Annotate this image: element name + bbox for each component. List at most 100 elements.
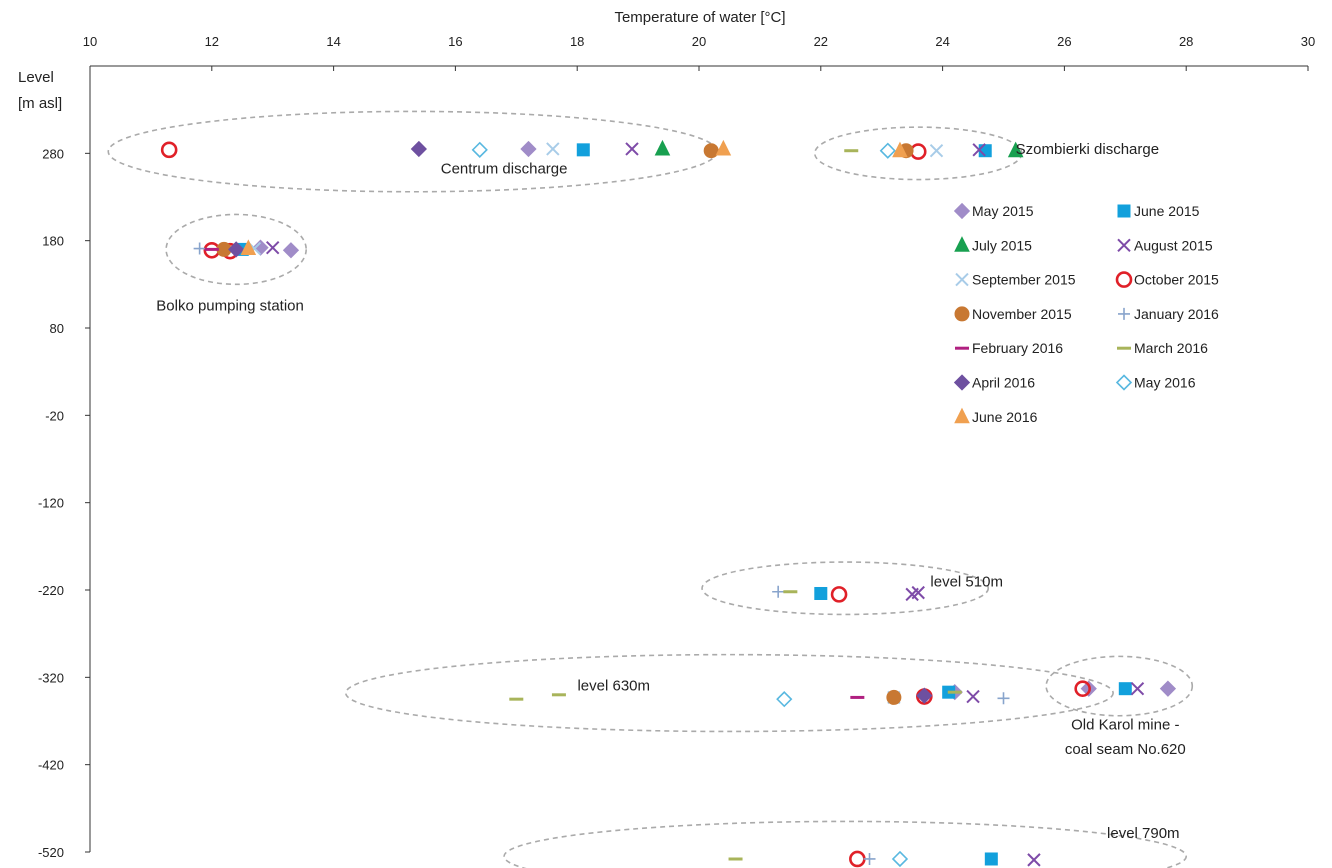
y-tick-label: 80 — [50, 321, 64, 336]
legend-label: August 2015 — [1134, 237, 1213, 253]
series-march-2016 — [509, 149, 962, 861]
data-point — [830, 586, 848, 603]
data-point — [282, 242, 300, 259]
legend-label: March 2016 — [1134, 340, 1208, 356]
data-point — [625, 142, 639, 156]
x-tick-label: 10 — [83, 34, 97, 49]
annotation-bolko-pumping-station: Bolko pumping station — [156, 298, 304, 315]
legend-label: May 2016 — [1134, 375, 1196, 391]
series-august-2015 — [265, 142, 1145, 867]
data-point — [240, 239, 257, 256]
y-tick-label: -520 — [38, 845, 64, 860]
annotation-level-790m: level 790m — [1107, 825, 1180, 842]
cluster-ellipse-2 — [165, 213, 307, 286]
series-september-2015 — [247, 142, 944, 705]
data-point — [1007, 141, 1024, 158]
annotations: Centrum discharge Szombierki discharge Bol… — [156, 141, 1185, 842]
data-point — [863, 852, 876, 865]
x-tick-label: 18 — [570, 34, 584, 49]
series-june-2015 — [235, 143, 1132, 866]
cluster-ellipse-0 — [107, 110, 719, 193]
x-tick-label: 30 — [1301, 34, 1315, 49]
y-tick-label: 180 — [42, 234, 64, 249]
legend-marker — [954, 407, 970, 424]
data-point — [193, 242, 206, 255]
series-may-2016 — [471, 141, 909, 868]
annotation-level-630m: level 630m — [577, 677, 650, 694]
legend-marker — [1117, 238, 1131, 253]
series-july-2015 — [654, 139, 1024, 158]
cluster-ellipse-6 — [503, 820, 1187, 868]
data-point — [997, 692, 1010, 705]
legend-label: July 2015 — [972, 237, 1032, 253]
legend-marker — [954, 306, 970, 322]
data-point — [1074, 680, 1091, 697]
data-point — [886, 689, 902, 705]
data-point — [984, 852, 998, 866]
data-point — [471, 141, 488, 158]
data-point — [1027, 853, 1041, 867]
legend-label: September 2015 — [972, 272, 1076, 288]
x-tick-label: 12 — [205, 34, 219, 49]
series-january-2016 — [193, 242, 1010, 865]
legend-item-april-2016: April 2016 — [953, 374, 1035, 391]
data-point — [814, 586, 828, 600]
legend: May 2015 June 2015 July 2015 August 2015 Sep… — [953, 202, 1219, 425]
data-point — [1159, 680, 1177, 697]
data-point — [849, 850, 866, 868]
data-point — [892, 141, 908, 158]
data-point — [776, 691, 793, 708]
legend-item-may-2015: May 2015 — [953, 202, 1034, 220]
series-april-2016 — [228, 140, 933, 704]
data-point — [879, 142, 896, 159]
data-point — [654, 139, 671, 156]
data-point — [916, 687, 933, 704]
legend-label: June 2016 — [972, 409, 1038, 425]
data-point — [520, 140, 537, 158]
legend-item-august-2015: August 2015 — [1117, 237, 1213, 253]
x-axis-title: Temperature of water [°C] — [614, 9, 785, 26]
cluster-ellipses — [107, 110, 1194, 868]
legend-item-october-2015: October 2015 — [1115, 271, 1219, 288]
x-tick-label: 20 — [692, 34, 706, 49]
y-tick-label: -220 — [38, 583, 64, 598]
legend-label: February 2016 — [972, 340, 1063, 356]
legend-marker — [953, 374, 971, 391]
y-tick-label: -320 — [38, 670, 64, 685]
axes — [89, 65, 1308, 852]
data-point — [1130, 681, 1145, 696]
data-point — [905, 587, 919, 602]
x-tick-label: 26 — [1057, 34, 1071, 49]
annotation-old-karol-mine: Old Karol mine - — [1071, 717, 1179, 734]
annotation-coal-seam-no-620: coal seam No.620 — [1065, 741, 1186, 758]
data-point — [703, 143, 719, 159]
y-axis-title-line-2: [m asl] — [18, 95, 62, 112]
data-point — [929, 144, 944, 158]
data-point — [160, 141, 178, 159]
legend-item-september-2015: September 2015 — [955, 272, 1076, 288]
data-point — [966, 689, 980, 704]
cluster-ellipse-1 — [813, 126, 1023, 181]
legend-marker — [1115, 374, 1133, 391]
data-point — [265, 240, 280, 255]
data-point — [228, 241, 245, 258]
legend-marker — [1117, 204, 1131, 218]
legend-marker — [1118, 307, 1130, 320]
series-october-2015 — [160, 141, 1091, 868]
x-tick-label: 24 — [935, 34, 949, 49]
series-june-2016 — [240, 139, 908, 256]
cluster-ellipse-5 — [1045, 655, 1194, 717]
legend-item-february-2016: February 2016 — [955, 340, 1063, 356]
tick-marks-and-labels: 10 12 14 16 18 20 22 24 26 28 30 280 180 80 -20 -120 -22… — [38, 34, 1315, 860]
y-axis-title-line-1: Level — [18, 69, 54, 86]
x-tick-label: 14 — [326, 34, 340, 49]
data-point — [546, 142, 560, 156]
y-tick-label: -420 — [38, 758, 64, 773]
legend-item-june-2015: June 2015 — [1117, 203, 1200, 219]
legend-item-july-2015: July 2015 — [954, 236, 1032, 253]
legend-item-march-2016: March 2016 — [1117, 340, 1208, 356]
x-tick-label: 16 — [448, 34, 462, 49]
legend-label: January 2016 — [1134, 306, 1219, 322]
data-point — [972, 143, 986, 157]
